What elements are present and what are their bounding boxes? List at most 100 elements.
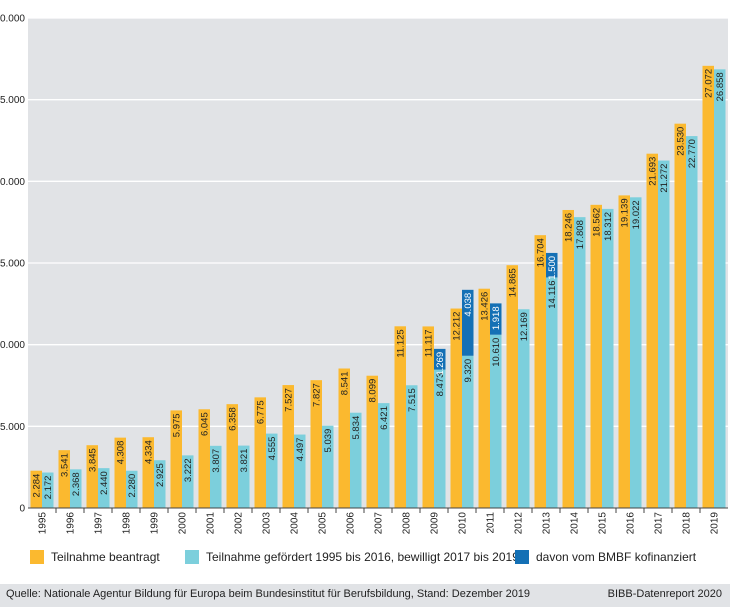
credit-label: BIBB-Datenreport 2020 bbox=[607, 588, 722, 600]
bar-beantragt bbox=[478, 288, 490, 508]
bar-gefoerdert bbox=[266, 433, 278, 508]
label-beantragt: 13.426 bbox=[480, 292, 491, 321]
label-beantragt: 14.865 bbox=[508, 268, 519, 297]
label-beantragt: 16.704 bbox=[536, 238, 547, 267]
y-tick-label: 30.000 bbox=[0, 14, 25, 25]
label-gefoerdert: 5.834 bbox=[351, 416, 362, 440]
x-tick-label: 2001 bbox=[206, 512, 217, 535]
y-tick-label: 10.000 bbox=[0, 340, 25, 351]
legend-item-bmbf: davon vom BMBF kofinanziert bbox=[515, 550, 696, 564]
label-gefoerdert: 4.497 bbox=[295, 438, 306, 462]
source-note: Quelle: Nationale Agentur Bildung für Eu… bbox=[6, 588, 531, 600]
label-bmbf: 4.038 bbox=[463, 293, 474, 317]
label-gefoerdert: 18.312 bbox=[603, 212, 614, 241]
x-tick-label: 2006 bbox=[346, 512, 357, 535]
label-beantragt: 8.541 bbox=[340, 371, 351, 395]
bar-beantragt bbox=[450, 308, 462, 508]
label-bmbf: 1.269 bbox=[435, 352, 446, 376]
bar-beantragt bbox=[394, 326, 406, 508]
bar-beantragt bbox=[338, 368, 350, 508]
bar-beantragt bbox=[506, 265, 518, 508]
label-beantragt: 2.284 bbox=[32, 474, 43, 498]
label-beantragt: 12.212 bbox=[452, 312, 463, 341]
bar-gefoerdert bbox=[70, 469, 82, 508]
bar-beantragt bbox=[142, 437, 154, 508]
x-tick-label: 2003 bbox=[262, 512, 273, 535]
bar-beantragt bbox=[226, 404, 238, 508]
label-gefoerdert: 14.116 bbox=[547, 280, 558, 308]
x-tick-label: 2010 bbox=[458, 512, 469, 535]
label-beantragt: 11.125 bbox=[396, 329, 407, 357]
bar-beantragt bbox=[646, 153, 658, 508]
y-tick-label: 0 bbox=[19, 504, 25, 515]
x-tick-label: 2009 bbox=[430, 512, 441, 535]
x-tick-label: 1999 bbox=[150, 512, 161, 535]
label-beantragt: 18.562 bbox=[592, 208, 603, 237]
label-gefoerdert: 12.169 bbox=[519, 312, 530, 341]
y-tick-label: 25.000 bbox=[0, 95, 25, 106]
bar-gefoerdert bbox=[294, 434, 306, 508]
bar-beantragt bbox=[310, 380, 322, 508]
label-gefoerdert: 21.272 bbox=[659, 164, 670, 193]
bar-beantragt bbox=[702, 65, 714, 508]
x-tick-label: 2002 bbox=[234, 512, 245, 535]
gridlines bbox=[28, 17, 728, 427]
label-beantragt: 3.541 bbox=[60, 453, 71, 477]
label-gefoerdert: 2.280 bbox=[127, 474, 138, 498]
label-bmbf: 1.500 bbox=[547, 256, 558, 280]
label-beantragt: 3.845 bbox=[88, 448, 99, 472]
bar-gefoerdert bbox=[406, 385, 418, 508]
y-tick-label: 15.000 bbox=[0, 259, 25, 270]
bar-gefoerdert bbox=[154, 460, 166, 508]
bar-beantragt bbox=[30, 470, 42, 508]
bar-gefoerdert bbox=[210, 445, 222, 508]
bar-gefoerdert bbox=[490, 334, 502, 508]
legend-item-beantragt: Teilnahme beantragt bbox=[30, 550, 160, 564]
x-tick-label: 2018 bbox=[682, 512, 693, 535]
label-beantragt: 23.530 bbox=[676, 127, 687, 156]
bar-gefoerdert bbox=[126, 470, 138, 508]
label-beantragt: 27.072 bbox=[704, 69, 715, 98]
legend-swatch-beantragt bbox=[30, 550, 44, 564]
label-beantragt: 6.775 bbox=[256, 400, 267, 424]
label-beantragt: 18.246 bbox=[564, 213, 575, 242]
bar-bmbf bbox=[434, 348, 446, 370]
label-gefoerdert: 5.039 bbox=[323, 429, 334, 453]
bar-beantragt bbox=[86, 445, 98, 508]
label-beantragt: 7.827 bbox=[312, 383, 323, 407]
legend-item-gefoerdert: Teilnahme gefördert 1995 bis 2016, bewil… bbox=[185, 550, 519, 564]
legend-label-gefoerdert: Teilnahme gefördert 1995 bis 2016, bewil… bbox=[206, 550, 519, 564]
label-gefoerdert: 2.172 bbox=[43, 476, 54, 500]
footer: Quelle: Nationale Agentur Bildung für Eu… bbox=[0, 584, 730, 607]
bar-gefoerdert bbox=[630, 197, 642, 509]
legend-swatch-bmbf bbox=[515, 550, 529, 564]
bar-gefoerdert bbox=[602, 208, 614, 509]
label-beantragt: 4.308 bbox=[116, 441, 127, 465]
x-tick-label: 2017 bbox=[654, 512, 665, 535]
label-gefoerdert: 2.368 bbox=[71, 472, 82, 496]
bar-gefoerdert bbox=[238, 445, 250, 508]
label-gefoerdert: 2.440 bbox=[99, 471, 110, 495]
x-tick-label: 2000 bbox=[178, 512, 189, 535]
x-tick-label: 2008 bbox=[402, 512, 413, 535]
bar-beantragt bbox=[422, 326, 434, 508]
x-tick-label: 1995 bbox=[38, 512, 49, 535]
label-beantragt: 5.975 bbox=[172, 413, 183, 437]
x-tick-label: 2016 bbox=[626, 512, 637, 535]
label-gefoerdert: 3.222 bbox=[183, 458, 194, 482]
label-beantragt: 6.045 bbox=[200, 412, 211, 436]
bar-beantragt bbox=[534, 235, 546, 508]
bar-beantragt bbox=[254, 397, 266, 508]
bar-gefoerdert bbox=[350, 412, 362, 508]
x-tick-label: 2011 bbox=[486, 512, 497, 534]
label-gefoerdert: 2.925 bbox=[155, 463, 166, 487]
label-gefoerdert: 3.821 bbox=[239, 449, 250, 473]
bar-beantragt bbox=[590, 204, 602, 508]
legend-swatch-gefoerdert bbox=[185, 550, 199, 564]
bar-beantragt bbox=[562, 209, 574, 508]
bar-beantragt bbox=[170, 410, 182, 508]
x-tick-label: 1997 bbox=[94, 512, 105, 535]
label-gefoerdert: 22.770 bbox=[687, 139, 698, 168]
label-gefoerdert: 6.421 bbox=[379, 406, 390, 430]
